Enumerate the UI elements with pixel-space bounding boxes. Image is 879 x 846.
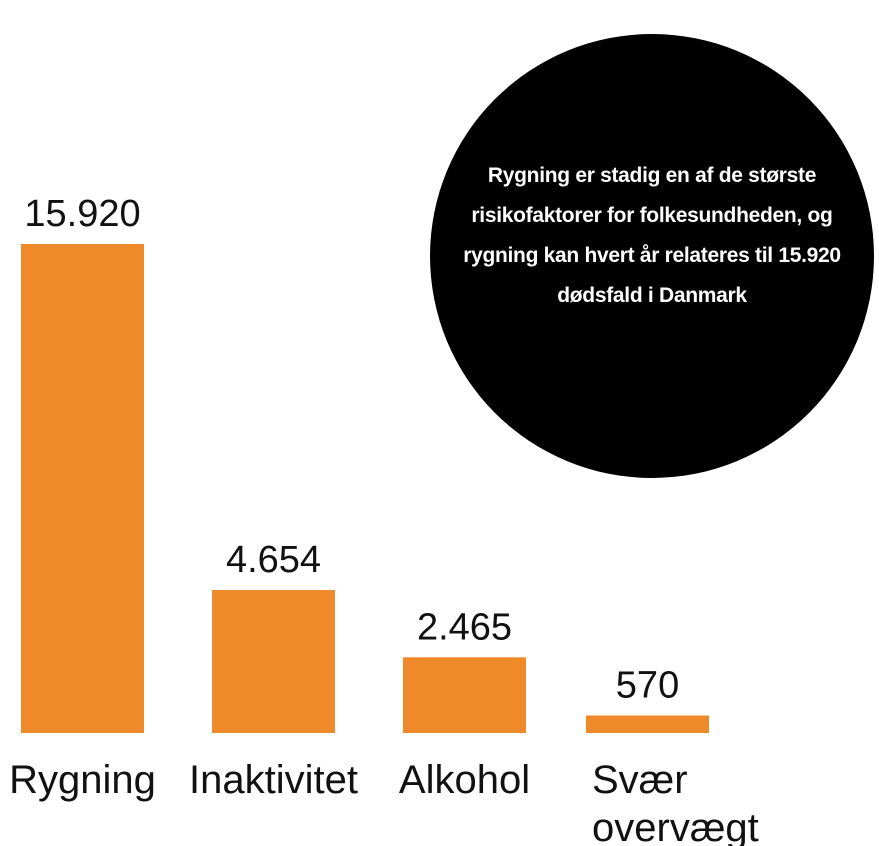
category-label: Inaktivitet (189, 758, 358, 802)
data-label: 4.654 (226, 539, 321, 581)
data-label: 2.465 (417, 606, 512, 648)
bar (586, 715, 709, 733)
bar (21, 244, 144, 733)
callout-text: Rygning er stadig en af de største risik… (463, 164, 841, 307)
bar (212, 590, 335, 733)
category-label: overvægt (592, 806, 759, 846)
bar (403, 657, 526, 733)
data-label: 15.920 (24, 193, 140, 235)
callout-circle: Rygning er stadig en af de største risik… (430, 34, 874, 478)
category-label: Svær (592, 758, 688, 802)
data-label: 570 (616, 664, 679, 706)
category-label: Rygning (9, 758, 156, 802)
category-label: Alkohol (399, 758, 530, 802)
